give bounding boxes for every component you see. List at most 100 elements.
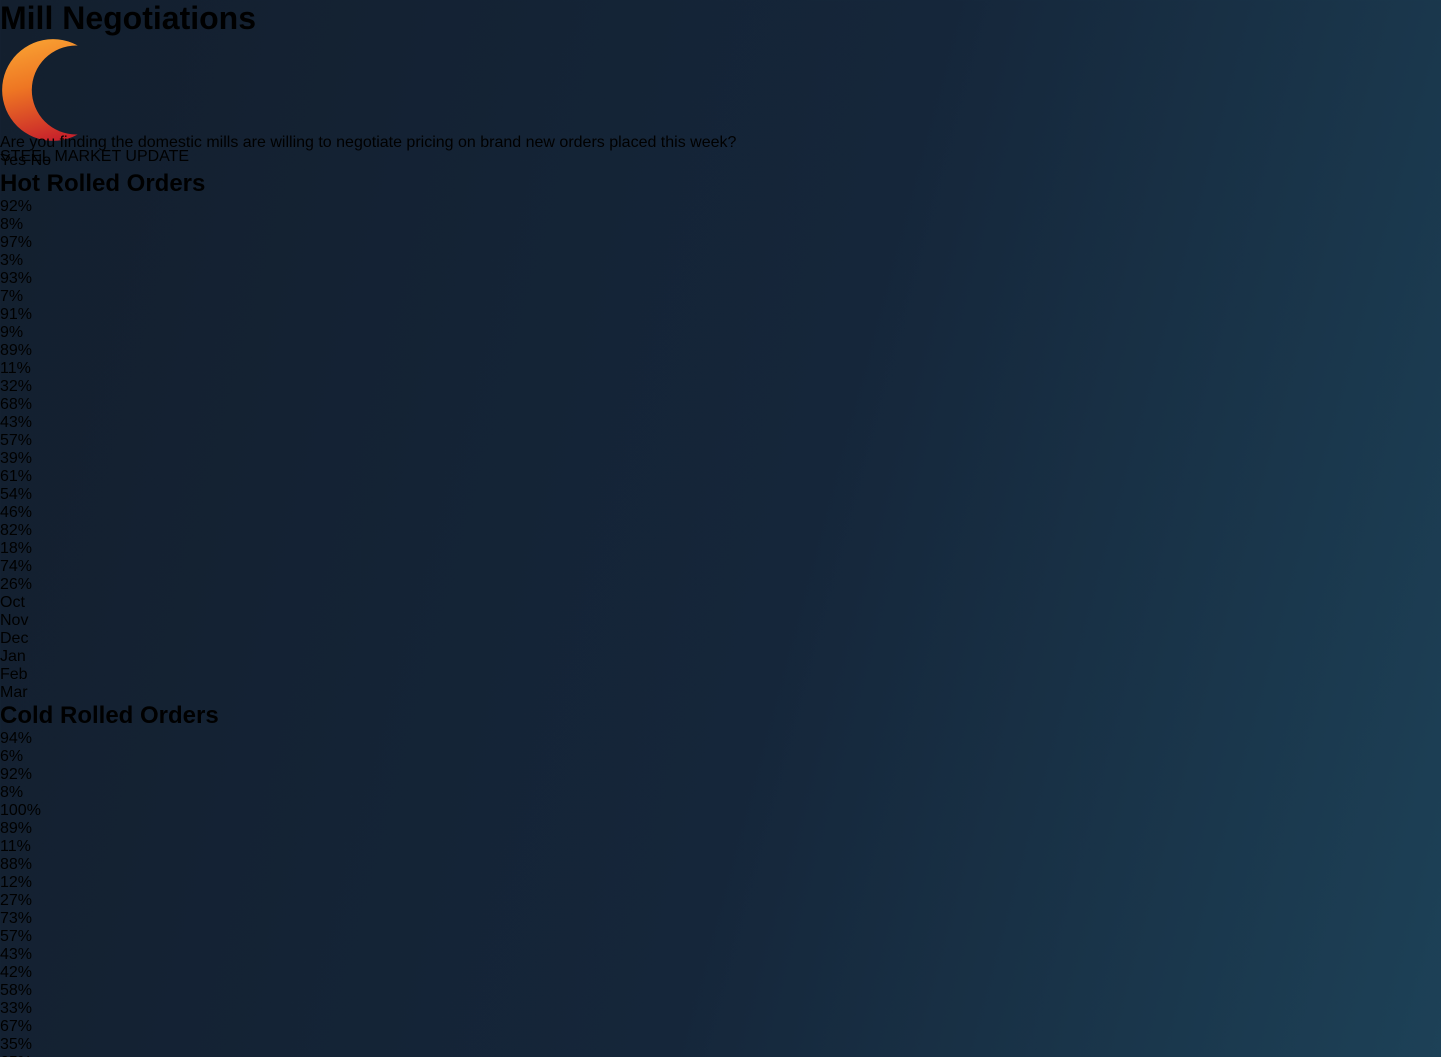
plot-area: 94% 6% 92% 8% 100% 89% 11% 88% 12% 27% 73% 57% 43% 42…: [0, 730, 1441, 1057]
bar-segment-yes: 33%: [0, 1000, 1441, 1018]
bar: 92% 8%: [0, 198, 1441, 234]
bar-value-label-no: 7%: [0, 288, 24, 305]
bar-segment-no: 65%: [0, 1054, 1441, 1057]
bar: 89% 11%: [0, 342, 1441, 378]
plot-area: 92% 8% 97% 3% 93% 7% 91% 9% 89% 11% 32% 68% 43% 57% 39…: [0, 198, 1441, 594]
bar-value-label-yes: 42%: [0, 964, 33, 981]
bar-segment-no: 3%: [0, 252, 1441, 270]
bar-value-label-yes: 82%: [0, 522, 33, 539]
bar-segment-no: 61%: [0, 468, 1441, 486]
slide-body: Are you finding the domestic mills are w…: [0, 134, 1441, 1057]
bar-segment-yes: 100%: [0, 802, 1441, 820]
logo-text: STEEL MARKET UPDATE: [0, 148, 1441, 166]
bar-segment-yes: 74%: [0, 558, 1441, 576]
bar-segment-no: 7%: [0, 288, 1441, 306]
month-label: Jan: [0, 648, 26, 665]
survey-question: Are you finding the domestic mills are w…: [0, 134, 737, 151]
bar-segment-yes: 27%: [0, 892, 1441, 910]
bar-segment-no: 43%: [0, 946, 1441, 964]
bar-value-label-yes: 39%: [0, 450, 33, 467]
chart-cold-rolled: Cold Rolled Orders 94% 6% 92% 8% 100% 89% 11% 8…: [0, 702, 1441, 1057]
bar-value-label-no: 43%: [0, 946, 33, 963]
bar-value-label-yes: 43%: [0, 414, 33, 431]
bar-segment-no: 12%: [0, 874, 1441, 892]
header: Mill Negotiations STEEL MARKET UPDATE: [0, 0, 1441, 165]
bar-segment-yes: 54%: [0, 486, 1441, 504]
bar-value-label-no: 57%: [0, 432, 33, 449]
bar-value-label-yes: 91%: [0, 306, 33, 323]
bar-value-label-yes: 100%: [0, 802, 41, 819]
bar-value-label-yes: 92%: [0, 766, 33, 783]
x-axis: Oct Nov Dec Jan Feb Mar: [0, 594, 1441, 702]
bar-segment-yes: 43%: [0, 414, 1441, 432]
bar: 74% 26%: [0, 558, 1441, 594]
bar: 91% 9%: [0, 306, 1441, 342]
bar-segment-no: 73%: [0, 910, 1441, 928]
steel-market-update-logo: STEEL MARKET UPDATE: [0, 37, 1441, 166]
bar-segment-no: 18%: [0, 540, 1441, 558]
bar-value-label-no: 9%: [0, 324, 24, 341]
bar-segment-no: 57%: [0, 432, 1441, 450]
bar-value-label-no: 65%: [0, 1054, 32, 1057]
bar-segment-no: 8%: [0, 784, 1441, 802]
bar-value-label-yes: 89%: [0, 342, 33, 359]
bar-value-label-no: 8%: [0, 216, 24, 233]
crescent-icon: [2, 39, 104, 141]
bar-value-label-no: 12%: [0, 874, 33, 891]
month-label: Dec: [0, 630, 29, 647]
bar-segment-yes: 82%: [0, 522, 1441, 540]
bar-segment-yes: 91%: [0, 306, 1441, 324]
bar-segment-no: 6%: [0, 748, 1441, 766]
chart-legend: Yes No: [0, 152, 1441, 170]
chart-title: Cold Rolled Orders: [0, 702, 219, 729]
bar-value-label-no: 11%: [0, 838, 31, 855]
bar: 100%: [0, 802, 1441, 820]
bar: 57% 43%: [0, 928, 1441, 964]
bar-segment-no: 11%: [0, 360, 1441, 378]
bar-value-label-yes: 27%: [0, 892, 33, 909]
bar-value-label-yes: 92%: [0, 198, 33, 215]
bar-segment-yes: 92%: [0, 766, 1441, 784]
bar: 92% 8%: [0, 766, 1441, 802]
bar-value-label-yes: 97%: [0, 234, 33, 251]
bar-segment-yes: 57%: [0, 928, 1441, 946]
bar: 39% 61%: [0, 450, 1441, 486]
bar-segment-yes: 94%: [0, 730, 1441, 748]
bar-value-label-no: 67%: [0, 1018, 33, 1035]
month-label: Oct: [0, 594, 25, 611]
bar-value-label-yes: 94%: [0, 730, 33, 747]
bar-value-label-yes: 88%: [0, 856, 33, 873]
bar-value-label-no: 26%: [0, 576, 33, 593]
bar-segment-yes: 92%: [0, 198, 1441, 216]
bar: 82% 18%: [0, 522, 1441, 558]
bar: 88% 12%: [0, 856, 1441, 892]
bar: 32% 68%: [0, 378, 1441, 414]
bar-value-label-no: 18%: [0, 540, 33, 557]
chart-title: Hot Rolled Orders: [0, 170, 206, 197]
bar-segment-no: 26%: [0, 576, 1441, 594]
bar-segment-yes: 42%: [0, 964, 1441, 982]
bar-value-label-no: 3%: [0, 252, 24, 269]
bar-segment-yes: 89%: [0, 342, 1441, 360]
bar-value-label-no: 11%: [0, 360, 31, 377]
month-label: Mar: [0, 684, 28, 701]
bar-value-label-yes: 54%: [0, 486, 33, 503]
bar-segment-yes: 39%: [0, 450, 1441, 468]
bar: 54% 46%: [0, 486, 1441, 522]
bar: 35%65%: [0, 1036, 1441, 1057]
bar-value-label-yes: 57%: [0, 928, 33, 945]
logo-word-market: MARKET: [54, 148, 121, 165]
bar-value-label-yes: 89%: [0, 820, 33, 837]
bar-value-label-yes: 33%: [0, 1000, 33, 1017]
bar-value-label-yes: 74%: [0, 558, 33, 575]
bar-segment-no: 68%: [0, 396, 1441, 414]
legend-no-label: No: [30, 152, 52, 169]
bar-segment-no: 46%: [0, 504, 1441, 522]
bar-segment-no: 8%: [0, 216, 1441, 234]
bar: 93% 7%: [0, 270, 1441, 306]
bar-segment-yes: 89%: [0, 820, 1441, 838]
bar-value-label-no: 6%: [0, 748, 24, 765]
charts-grid: Hot Rolled Orders 92% 8% 97% 3% 93% 7% 91% 9% 89…: [0, 170, 1441, 1057]
bar-segment-yes: 93%: [0, 270, 1441, 288]
bar-value-label-no: 58%: [0, 982, 33, 999]
